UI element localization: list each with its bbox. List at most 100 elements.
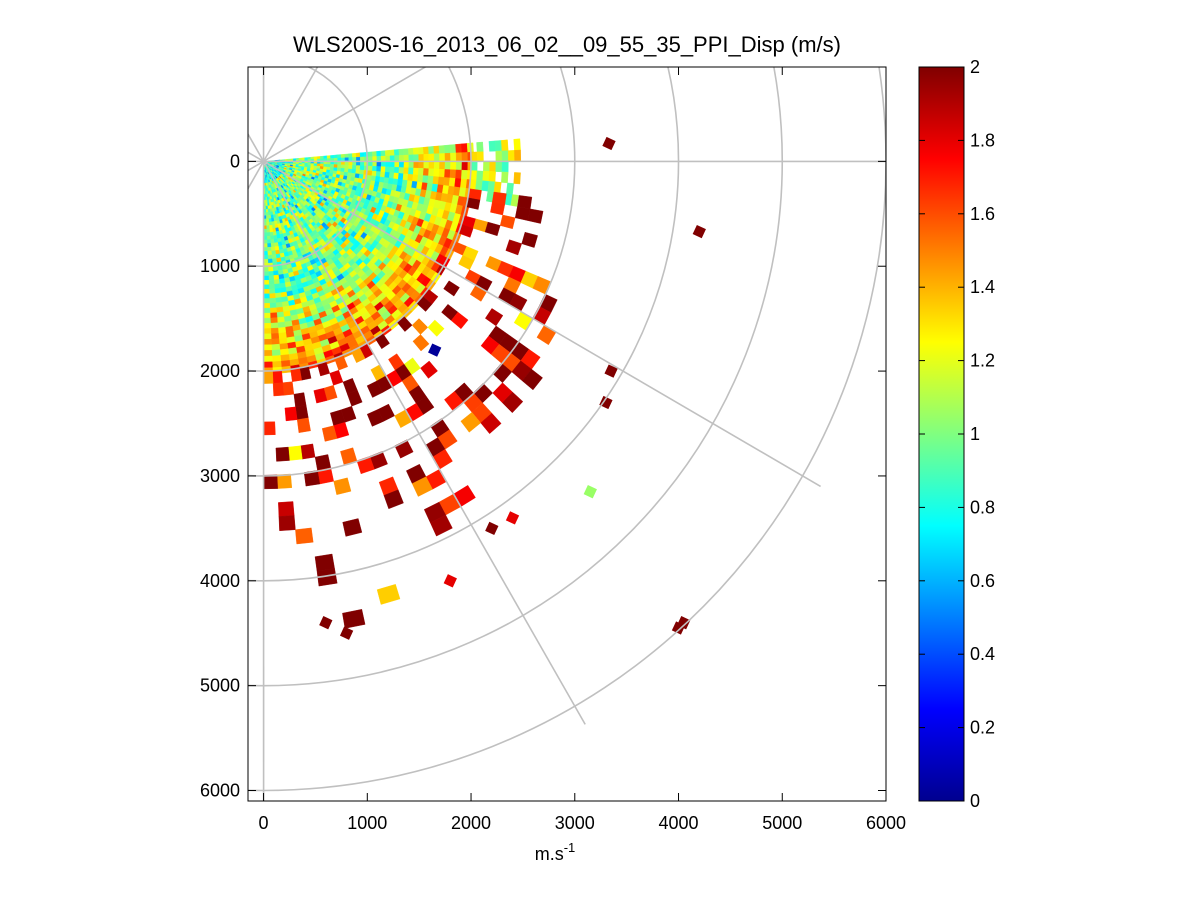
ppi-cell [263, 284, 270, 290]
ppi-cell [505, 239, 522, 256]
ppi-cell [295, 527, 314, 545]
ppi-cell [268, 221, 273, 226]
colorbar-tick-label: 1 [970, 424, 980, 444]
ppi-cell [337, 164, 342, 169]
ppi-cell [403, 161, 410, 169]
ppi-cell [320, 155, 325, 160]
ppi-cell [280, 354, 290, 362]
ppi-cell [366, 380, 383, 398]
ppi-cell [420, 360, 438, 379]
ppi-cell [267, 250, 272, 256]
ppi-cell [270, 338, 280, 345]
ppi-cell [314, 553, 335, 572]
ppi-cell [300, 443, 316, 460]
ppi-cell [372, 151, 378, 157]
ppi-cell [501, 139, 509, 152]
ppi-cell [413, 161, 420, 169]
ppi-cell [269, 228, 274, 233]
ppi-cell [411, 476, 433, 497]
ppi-cell [295, 404, 309, 420]
ppi-cell [506, 182, 514, 195]
ppi-cell [408, 147, 414, 156]
ppi-cell [347, 168, 353, 174]
ppi-cell [521, 231, 538, 248]
ppi-cell [430, 514, 453, 537]
ppi-cell [326, 163, 331, 168]
ppi-cell [275, 301, 283, 308]
ppi-cell [417, 147, 424, 155]
ppi-cell [273, 283, 281, 290]
ppi-cell [413, 154, 420, 162]
ppi-cell [366, 409, 384, 427]
ppi-cell [448, 177, 456, 188]
ppi-cell [423, 161, 430, 169]
ppi-cell [383, 489, 404, 510]
ppi-cell [273, 279, 280, 285]
ppi-cell [507, 150, 515, 162]
ppi-cell [313, 387, 328, 404]
ppi-cell [398, 148, 405, 156]
ppi-cell [279, 348, 289, 356]
ppi-cell [351, 165, 357, 170]
ppi-cell [268, 279, 275, 285]
ppi-cell [384, 171, 390, 179]
isolated-cell [428, 343, 442, 357]
ppi-cell [455, 169, 463, 180]
colorbar-tick-label: 2 [970, 57, 980, 77]
ppi-cell [267, 246, 272, 252]
ppi-cell [265, 212, 269, 216]
ppi-cell [333, 477, 352, 495]
ppi-cell [418, 154, 425, 162]
colorbar-tick-label: 1.4 [970, 277, 995, 297]
ppi-cell [278, 337, 288, 345]
ppi-cell [444, 169, 451, 179]
ppi-cell [417, 174, 424, 183]
x-axis-label-main: m.s [535, 844, 564, 864]
isolated-cell [443, 574, 457, 588]
ppi-cell [265, 221, 270, 226]
ppi-cell [488, 140, 496, 152]
ppi-cell [359, 169, 365, 175]
ppi-cell [443, 177, 451, 187]
ppi-cell [428, 161, 435, 170]
ppi-cell [274, 287, 281, 294]
ppi-cell [380, 166, 386, 173]
isolated-cell [485, 521, 499, 536]
x-tick-label: 2000 [451, 813, 491, 833]
ppi-cell [263, 333, 272, 340]
ppi-cell [284, 406, 298, 422]
ppi-cell [263, 421, 276, 436]
ppi-cell [279, 343, 289, 350]
ppi-cell [450, 161, 457, 171]
ppi-cell [348, 164, 353, 170]
ppi-cell [513, 138, 521, 151]
ppi-cell [268, 224, 273, 230]
ppi-cell [461, 143, 468, 153]
ppi-cell [276, 311, 285, 318]
ppi-cell [444, 144, 451, 154]
ppi-cell [267, 266, 274, 272]
ppi-cell [393, 166, 400, 174]
ppi-cell [267, 258, 273, 264]
ppi-cell [275, 306, 284, 313]
ppi-cell [263, 288, 270, 295]
ppi-cell [272, 370, 283, 384]
ppi-cell [344, 164, 349, 170]
ppi-cell [417, 167, 424, 176]
ppi-cell [501, 161, 509, 173]
ppi-cell [455, 152, 463, 162]
ppi-cell [389, 166, 395, 174]
ppi-cell [372, 165, 378, 172]
ppi-cell [355, 169, 361, 175]
ppi-cell [268, 284, 275, 290]
ppi-cell [476, 151, 484, 162]
ppi-cell [268, 275, 275, 281]
isolated-cell [583, 485, 597, 499]
ppi-cell [439, 153, 446, 162]
ppi-cell [449, 144, 457, 154]
ppi-cell [407, 173, 414, 182]
ppi-cell [476, 170, 484, 181]
ppi-cell [282, 381, 295, 396]
ppi-cell [272, 270, 279, 276]
ppi-cell [418, 161, 425, 169]
